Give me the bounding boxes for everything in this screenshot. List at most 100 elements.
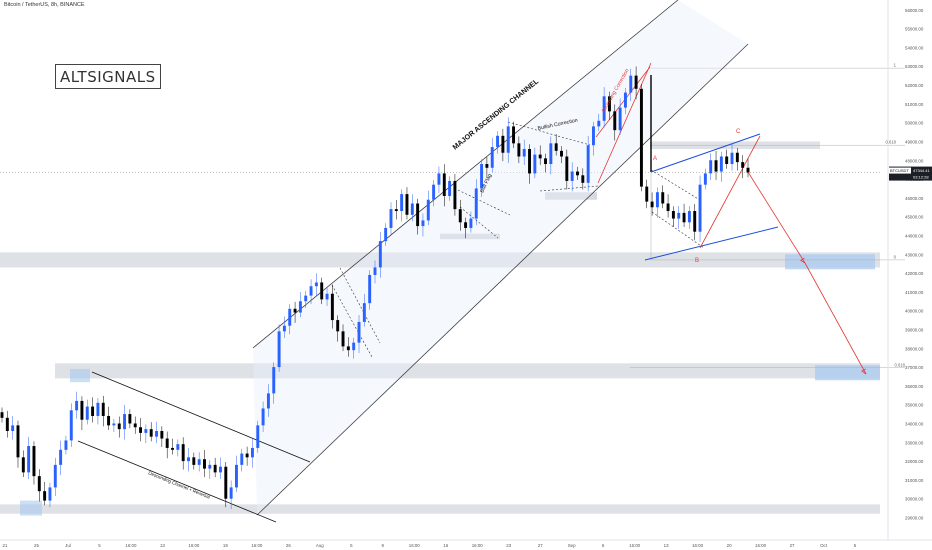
time-tick-label: Jul bbox=[65, 543, 71, 548]
candle-body bbox=[538, 154, 542, 159]
candle-body bbox=[522, 148, 526, 157]
candle-body bbox=[687, 211, 691, 223]
price-tag-countdown: 03:12:28 bbox=[913, 175, 929, 180]
price-tick-label: 40000.00 bbox=[905, 309, 924, 314]
candle-body bbox=[586, 145, 590, 183]
price-tick-label: 32000.00 bbox=[905, 459, 924, 464]
candle-body bbox=[442, 173, 446, 196]
time-tick-label: 16:00 bbox=[125, 543, 137, 548]
candle-body bbox=[75, 400, 79, 411]
candle-body bbox=[320, 282, 324, 300]
price-tick-label: 49000.00 bbox=[905, 139, 924, 144]
candle-body bbox=[21, 457, 25, 473]
time-tick-label: 23 bbox=[506, 543, 511, 548]
fib-level-label: 1 bbox=[894, 63, 897, 68]
candle-body bbox=[512, 126, 516, 144]
candle-body bbox=[341, 331, 345, 347]
candle-body bbox=[85, 406, 89, 420]
candle-body bbox=[480, 164, 484, 189]
candle-body bbox=[661, 192, 665, 204]
candle-body bbox=[496, 135, 500, 148]
time-tick-label: 16:00 bbox=[755, 543, 767, 548]
candle-body bbox=[570, 171, 574, 181]
time-tick-label: 27 bbox=[538, 543, 543, 548]
pullback-lower bbox=[331, 284, 373, 358]
candle-body bbox=[677, 212, 681, 219]
candle-body bbox=[501, 135, 505, 153]
candle-body bbox=[416, 203, 420, 227]
time-tick-label: 16:00 bbox=[629, 543, 641, 548]
candle-body bbox=[634, 75, 638, 89]
candle-body bbox=[117, 423, 121, 430]
time-tick-label: 16:00 bbox=[409, 543, 421, 548]
candle-body bbox=[613, 111, 617, 131]
candle-body bbox=[554, 143, 558, 151]
candle-body bbox=[293, 308, 297, 313]
candle-body bbox=[240, 453, 244, 465]
price-tick-label: 33000.00 bbox=[905, 440, 924, 445]
price-tick-label: 46000.00 bbox=[905, 196, 924, 201]
desc-channel-upper bbox=[91, 371, 311, 463]
candle-body bbox=[592, 126, 595, 146]
time-tick-label: 6 bbox=[602, 543, 605, 548]
candle-body bbox=[544, 158, 547, 165]
candle-body bbox=[309, 286, 313, 296]
candle-body bbox=[0, 412, 4, 418]
flag-base-zone bbox=[440, 233, 500, 240]
candle-body bbox=[112, 423, 116, 426]
candle-body bbox=[645, 186, 649, 202]
price-tick-label: 43000.00 bbox=[905, 252, 924, 257]
point-b-label: B bbox=[695, 258, 699, 264]
flag-upper bbox=[457, 189, 511, 216]
candle-body bbox=[655, 192, 659, 208]
candle-body bbox=[171, 447, 174, 450]
candle-body bbox=[368, 274, 372, 304]
channel-upper-line bbox=[252, 0, 679, 349]
candle-body bbox=[282, 325, 286, 332]
price-axis[interactable]: 29000.00 30000.00 31000.00 32000.00 33000.00… bbox=[887, 0, 932, 540]
candle-body bbox=[490, 147, 494, 168]
candle-body bbox=[506, 126, 510, 153]
time-axis[interactable]: 21 25 Jul 5 16:00 13 16:00 19 16:00 26 Aug 5 9 16:00 1… bbox=[0, 539, 932, 548]
time-tick-label: 16:00 bbox=[692, 543, 704, 548]
price-tag-symbol-bg bbox=[889, 167, 911, 174]
candle-body bbox=[666, 203, 670, 212]
candle-body bbox=[565, 156, 569, 181]
candle-body bbox=[485, 164, 489, 168]
candle-body bbox=[48, 487, 52, 501]
candle-body bbox=[155, 431, 158, 437]
trend-lines bbox=[0, 0, 905, 523]
asc-correction-lower bbox=[597, 62, 652, 184]
candle-body bbox=[597, 120, 601, 127]
candle-body bbox=[448, 180, 452, 196]
support-zone-bottom bbox=[0, 504, 880, 514]
candle-body bbox=[277, 331, 281, 368]
candle-body bbox=[336, 320, 340, 332]
point-a-label: A bbox=[653, 156, 657, 162]
price-tick-label: 29000.00 bbox=[905, 516, 924, 521]
candle-body bbox=[394, 209, 398, 212]
candle-body bbox=[528, 148, 531, 174]
candle-body bbox=[234, 464, 238, 488]
candle-body bbox=[208, 464, 212, 469]
time-tick-label: Sep bbox=[568, 543, 576, 548]
candle-body bbox=[629, 75, 633, 93]
price-tick-label: 50000.00 bbox=[905, 121, 924, 126]
price-tick-label: 42000.00 bbox=[905, 271, 924, 276]
fib-level-label: 0.618 bbox=[895, 362, 906, 367]
projection-arrow-1-head bbox=[800, 257, 806, 264]
price-tick-label: 34000.00 bbox=[905, 421, 924, 426]
candle-body bbox=[229, 487, 233, 499]
candle-body bbox=[80, 400, 84, 420]
price-tick-label: 36000.00 bbox=[905, 384, 924, 389]
candle-body bbox=[730, 152, 734, 165]
candle-body bbox=[474, 188, 478, 219]
candle-body bbox=[352, 342, 356, 351]
desc-channel-lower bbox=[77, 440, 277, 523]
candle-body bbox=[517, 143, 521, 157]
time-tick-label: 16:00 bbox=[251, 543, 263, 548]
candle-body bbox=[37, 476, 41, 492]
candle-body bbox=[59, 449, 63, 465]
price-tag-symbol: BTCUSDT bbox=[890, 168, 909, 173]
